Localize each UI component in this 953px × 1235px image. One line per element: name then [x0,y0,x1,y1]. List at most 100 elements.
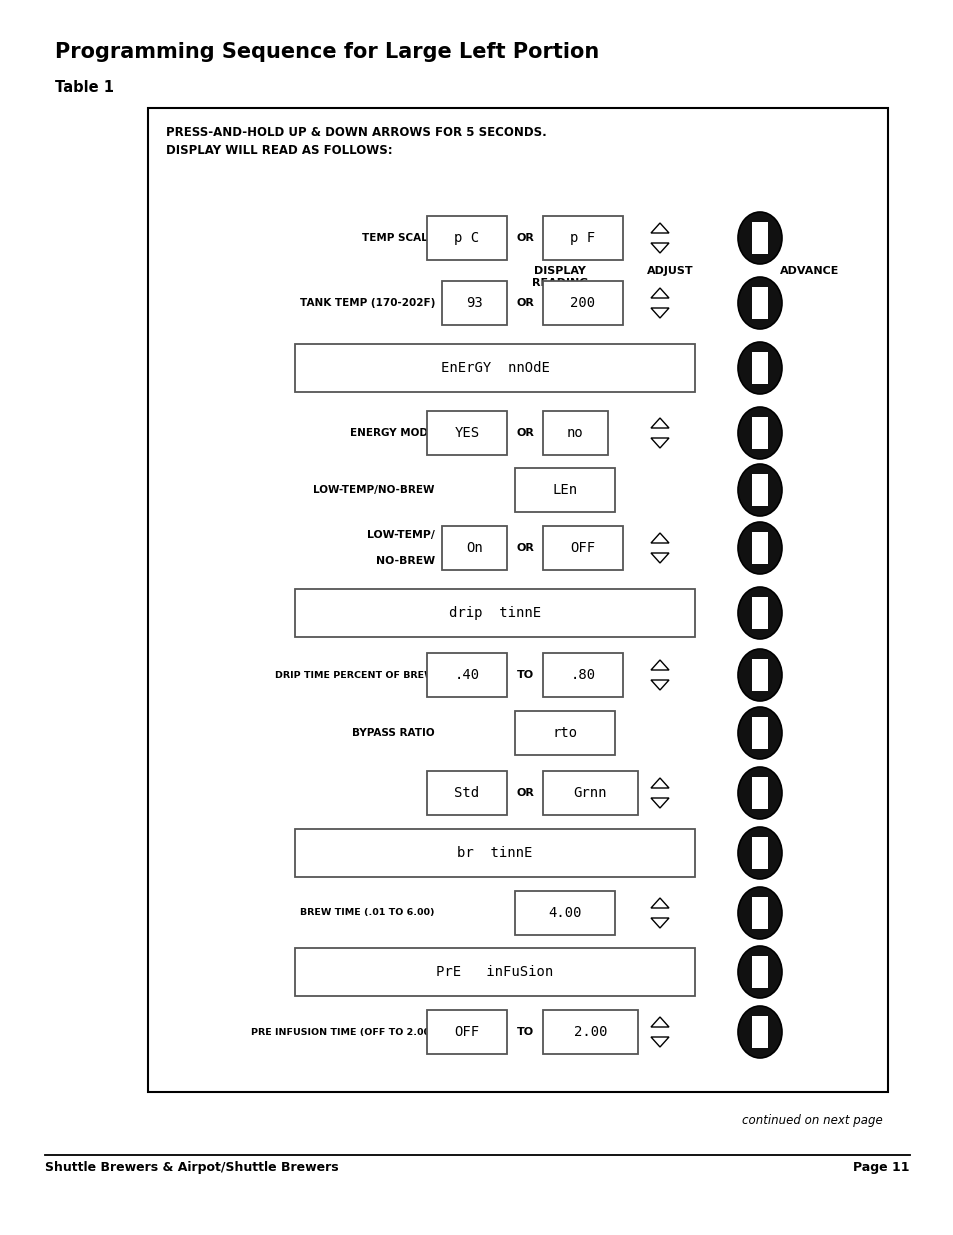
Text: YES: YES [454,426,479,440]
Bar [294,829,695,877]
Bar [294,589,695,637]
Text: br  tinnE: br tinnE [456,846,532,860]
Text: TO: TO [516,671,533,680]
Text: PRESS-AND-HOLD UP & DOWN ARROWS FOR 5 SECONDS.
DISPLAY WILL READ AS FOLLOWS:: PRESS-AND-HOLD UP & DOWN ARROWS FOR 5 SE… [166,126,546,157]
Bar [294,345,695,391]
Ellipse shape [738,706,781,760]
Ellipse shape [738,342,781,394]
Bar [751,417,767,450]
Bar [542,771,638,815]
Text: drip  tinnE: drip tinnE [449,606,540,620]
Text: OFF: OFF [570,541,595,555]
Bar [751,597,767,629]
Text: BREW TIME: BREW TIME [368,848,435,858]
Ellipse shape [738,946,781,998]
Bar [542,1010,638,1053]
Bar [148,107,887,1092]
Bar [751,474,767,506]
Text: DRIP TIME: DRIP TIME [375,608,435,618]
Text: 200: 200 [570,296,595,310]
Bar [441,526,506,571]
Bar [751,352,767,384]
Text: p C: p C [454,231,479,245]
Text: BREW TIME (.01 TO 6.00): BREW TIME (.01 TO 6.00) [300,909,435,918]
Text: rto: rto [552,726,577,740]
Ellipse shape [738,767,781,819]
Bar [751,718,767,748]
Ellipse shape [738,464,781,516]
Text: DISPLAY
READING: DISPLAY READING [531,266,588,289]
Bar [427,1010,506,1053]
Bar [542,653,622,697]
Text: Page 11: Page 11 [853,1161,909,1174]
Text: BYPASS RATIO: BYPASS RATIO [352,727,435,739]
Text: EnErGY  nnOdE: EnErGY nnOdE [440,361,549,375]
Text: TEMP SCALE: TEMP SCALE [362,233,435,243]
Text: TANK TEMP (170-202F): TANK TEMP (170-202F) [299,298,435,308]
Bar [751,777,767,809]
Text: OR: OR [516,233,534,243]
Text: LOW-TEMP/: LOW-TEMP/ [367,530,435,540]
Text: .40: .40 [454,668,479,682]
Ellipse shape [738,650,781,701]
Bar [751,956,767,988]
Ellipse shape [738,522,781,574]
Bar [427,216,506,261]
Text: OR: OR [516,788,534,798]
Bar [294,948,695,995]
Text: continued on next page: continued on next page [741,1114,882,1128]
Text: Programming Sequence for Large Left Portion: Programming Sequence for Large Left Port… [55,42,598,62]
Bar [751,897,767,929]
Text: LOW-TEMP/NO-BREW: LOW-TEMP/NO-BREW [314,485,435,495]
Bar [515,711,615,755]
Bar [515,890,615,935]
Text: OR: OR [516,543,534,553]
Bar [751,287,767,319]
Bar [427,411,506,454]
Bar [751,837,767,869]
Ellipse shape [738,212,781,264]
Bar [751,532,767,564]
Bar [751,222,767,254]
Ellipse shape [738,587,781,638]
Text: Table 1: Table 1 [55,80,113,95]
Text: ADJUST: ADJUST [646,266,693,275]
Ellipse shape [738,408,781,459]
Text: PrE   inFuSion: PrE inFuSion [436,965,553,979]
Text: OFF: OFF [454,1025,479,1039]
Text: Std: Std [454,785,479,800]
Text: ENERGY MODE: ENERGY MODE [350,429,435,438]
Text: .80: .80 [570,668,595,682]
Bar [515,468,615,513]
Text: Shuttle Brewers & Airpot/Shuttle Brewers: Shuttle Brewers & Airpot/Shuttle Brewers [45,1161,338,1174]
Ellipse shape [738,277,781,329]
Bar [751,659,767,692]
Text: p F: p F [570,231,595,245]
Text: On: On [466,541,482,555]
Bar [427,771,506,815]
Text: Grnn: Grnn [573,785,607,800]
Text: PRE INFUSION: PRE INFUSION [351,967,435,977]
Bar [751,1016,767,1049]
Bar [542,216,622,261]
Ellipse shape [738,887,781,939]
Text: ADVANCE: ADVANCE [780,266,839,275]
Ellipse shape [738,1007,781,1058]
Bar [542,526,622,571]
Text: 2.00: 2.00 [573,1025,607,1039]
Bar [542,282,622,325]
Bar [427,653,506,697]
Bar [441,282,506,325]
Text: DRIP TIME PERCENT OF BREW: DRIP TIME PERCENT OF BREW [275,671,435,679]
Text: ENERGY MODE: ENERGY MODE [350,363,435,373]
Ellipse shape [738,827,781,879]
Text: NO-BREW: NO-BREW [375,556,435,566]
Text: 93: 93 [466,296,482,310]
Text: LEn: LEn [552,483,577,496]
Text: OR: OR [516,298,534,308]
Text: no: no [566,426,583,440]
Text: OR: OR [516,429,534,438]
Bar [542,411,607,454]
Text: PRE INFUSION TIME (OFF TO 2.00): PRE INFUSION TIME (OFF TO 2.00) [252,1028,435,1036]
Text: TO: TO [516,1028,533,1037]
